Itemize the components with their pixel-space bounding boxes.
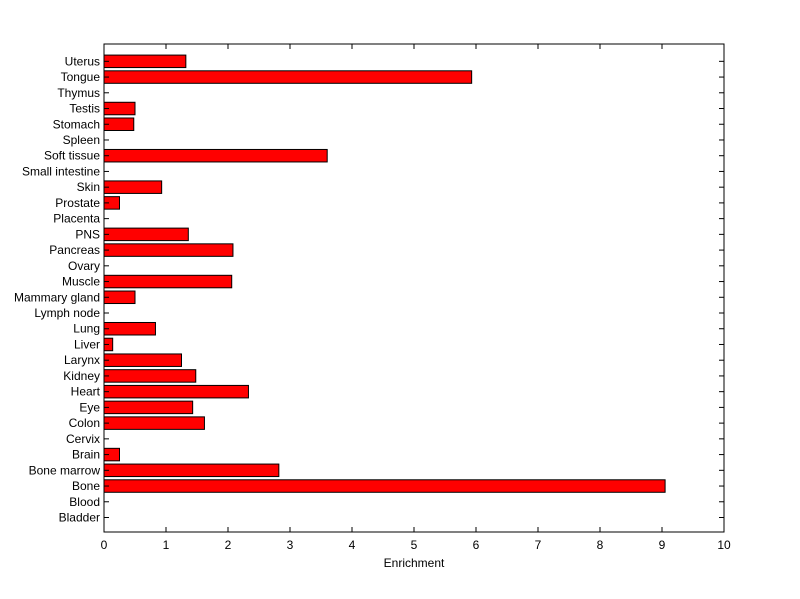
bar-heart: [103, 384, 249, 399]
bar-skin: [103, 180, 163, 194]
y-tick-label-thymus: Thymus: [57, 86, 100, 100]
y-tick-label-liver: Liver: [74, 337, 100, 351]
y-tick-label-stomach: Stomach: [53, 117, 100, 131]
y-tick-label-colon: Colon: [69, 416, 100, 430]
y-tick-label-kidney: Kidney: [63, 369, 100, 383]
bar-eye: [103, 400, 194, 415]
y-tick-label-testis: Testis: [69, 102, 100, 116]
x-tick-label-5: 5: [411, 538, 418, 552]
plot-frame: [103, 43, 725, 533]
x-tick-label-3: 3: [287, 538, 294, 552]
y-tick-label-soft-tissue: Soft tissue: [44, 149, 100, 163]
bar-kidney: [103, 369, 197, 383]
x-tick-label-4: 4: [349, 538, 356, 552]
y-tick-label-lung: Lung: [73, 322, 100, 336]
y-tick-label-mammary-gland: Mammary gland: [14, 290, 100, 304]
bar-colon: [103, 416, 205, 430]
ticks-group: [103, 44, 725, 532]
bar-muscle: [103, 274, 233, 289]
bar-uterus: [103, 54, 187, 69]
y-tick-label-cervix: Cervix: [66, 432, 100, 446]
y-tick-label-larynx: Larynx: [64, 353, 100, 367]
x-tick-label-0: 0: [101, 538, 108, 552]
x-tick-label-1: 1: [163, 538, 170, 552]
x-tick-label-9: 9: [659, 538, 666, 552]
y-tick-label-small-intestine: Small intestine: [22, 164, 100, 178]
y-tick-label-ovary: Ovary: [68, 259, 100, 273]
y-tick-label-eye: Eye: [79, 400, 100, 414]
x-tick-label-10: 10: [717, 538, 731, 552]
y-tick-label-pns: PNS: [75, 227, 100, 241]
y-tick-label-pancreas: Pancreas: [49, 243, 100, 257]
y-tick-label-blood: Blood: [69, 495, 100, 509]
y-tick-label-tongue: Tongue: [61, 70, 101, 84]
y-tick-label-brain: Brain: [72, 448, 100, 462]
y-tick-label-bone: Bone: [72, 479, 100, 493]
y-tick-label-spleen: Spleen: [63, 133, 100, 147]
bar-larynx: [103, 353, 182, 367]
x-tick-label-7: 7: [535, 538, 542, 552]
bar-tongue: [103, 70, 473, 84]
y-tick-label-prostate: Prostate: [55, 196, 100, 210]
y-tick-label-lymph-node: Lymph node: [34, 306, 100, 320]
bar-bone: [103, 479, 666, 493]
y-tick-label-uterus: Uterus: [65, 54, 100, 68]
y-tick-label-muscle: Muscle: [62, 275, 100, 289]
y-tick-label-skin: Skin: [77, 180, 100, 194]
y-tick-label-bladder: Bladder: [59, 511, 100, 525]
x-tick-labels: 0 1 2 3 4 5 6 7 8 9 10: [101, 538, 731, 552]
x-tick-label-2: 2: [225, 538, 232, 552]
y-tick-label-placenta: Placenta: [53, 212, 100, 226]
x-axis-label: Enrichment: [384, 556, 445, 570]
bar-pns: [103, 227, 189, 242]
bar-pancreas: [103, 243, 234, 257]
bar-bone-marrow: [103, 463, 280, 478]
x-tick-label-8: 8: [597, 538, 604, 552]
y-tick-label-bone-marrow: Bone marrow: [29, 463, 101, 477]
bar-lung: [103, 321, 156, 336]
y-tick-label-heart: Heart: [71, 385, 101, 399]
bar-soft-tissue: [103, 148, 328, 163]
x-tick-label-6: 6: [473, 538, 480, 552]
